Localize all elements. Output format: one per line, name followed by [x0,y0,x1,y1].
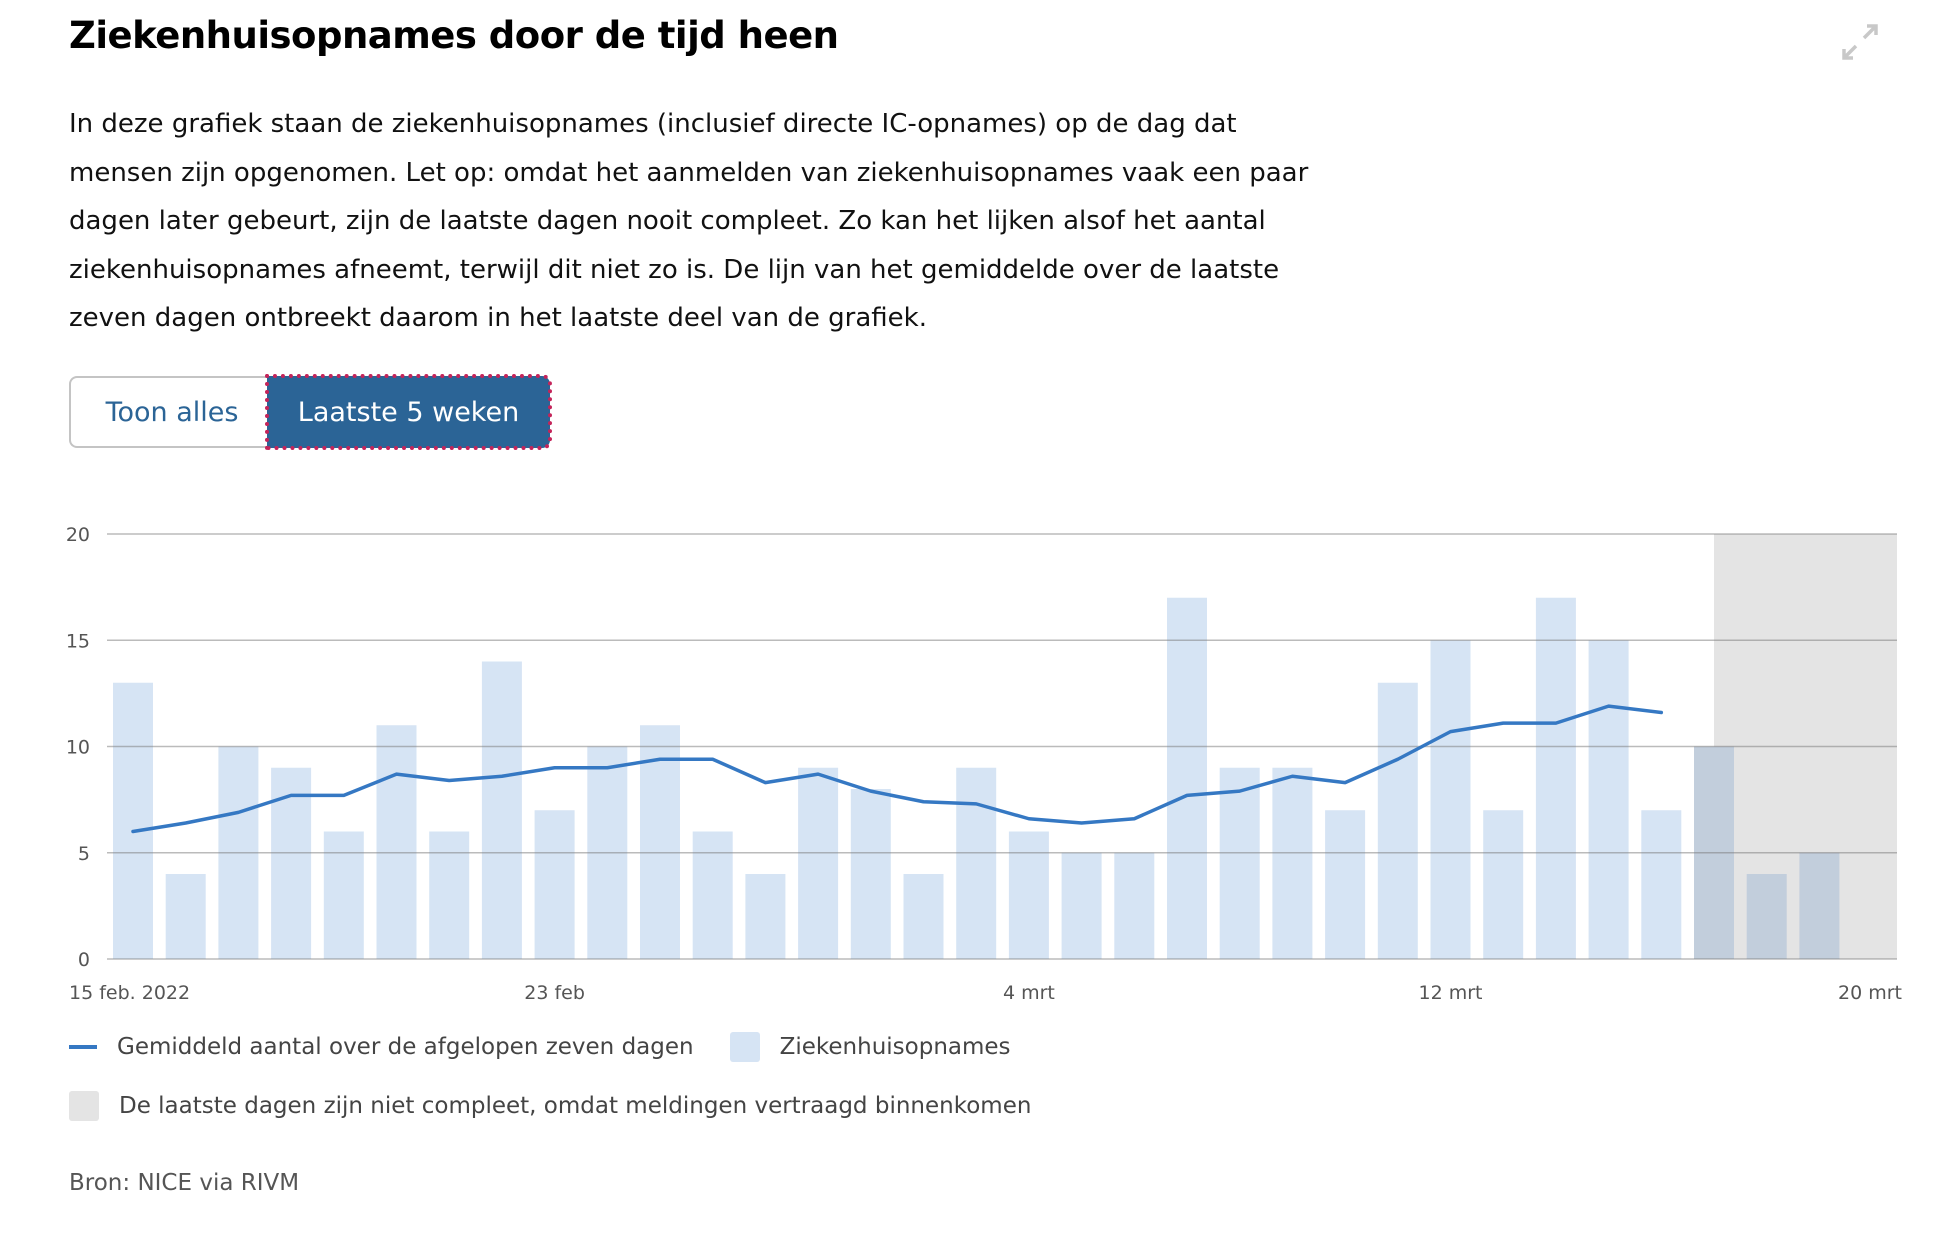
chart-description: In deze grafiek staan de ziekenhuisopnam… [69,109,1309,334]
bar [323,831,364,959]
bar [640,725,680,959]
legend-incomplete-swatch [69,1091,99,1121]
chart-title: Ziekenhuisopnames door de tijd heen [69,14,839,57]
legend-bar-swatch [729,1032,760,1062]
average-line [131,704,1664,834]
bar [1799,852,1840,959]
bar [1430,640,1471,959]
bar [1535,597,1576,959]
legend-line-swatch [69,1045,97,1049]
bar [850,789,891,959]
bar [165,874,206,959]
bar [1167,597,1207,959]
bar [956,767,997,959]
bar [1061,852,1102,959]
bar [1008,831,1049,959]
source-note: Bron: NICE via RIVM [69,1170,300,1196]
legend-label-admissions: Ziekenhuisopnames [779,1034,1011,1060]
bar [745,874,786,959]
legend-label-incomplete: De laatste dagen zijn niet compleet, omd… [119,1093,1032,1119]
bar [376,725,417,959]
bar [1325,810,1366,959]
x-tick-label: 4 mrt [1003,982,1055,1004]
bar [534,810,575,959]
bar [903,874,944,959]
bar [1746,874,1787,959]
x-tick-label: 15 feb. 2022 [69,982,190,1004]
bar [429,831,470,959]
legend-label-average: Gemiddeld aantal over de afgelopen zeven… [117,1034,694,1060]
x-tick-label: 23 feb [524,982,585,1004]
x-tick-label: 20 mrt [1838,982,1902,1004]
last-5-weeks-button[interactable]: Laatste 5 weken [265,374,552,450]
y-tick-label: 10 [66,737,90,759]
bar [1588,640,1629,959]
y-tick-label: 20 [66,524,90,546]
bar [1641,810,1682,959]
expand-icon[interactable] [1840,22,1880,62]
bar [113,682,153,959]
x-tick-label: 12 mrt [1419,982,1483,1004]
show-all-button[interactable]: Toon alles [69,376,273,448]
bar [798,767,839,959]
bar [1114,852,1155,959]
y-tick-label: 0 [78,949,90,971]
y-tick-label: 5 [78,843,90,865]
legend-row-2: De laatste dagen zijn niet compleet, omd… [69,1091,1031,1121]
bar [1483,810,1524,959]
legend-row-1: Gemiddeld aantal over de afgelopen zeven… [69,1032,1011,1062]
bar [1219,767,1260,959]
bar [481,661,522,959]
bar [692,831,733,959]
chart: 0 5 10 15 20 15 feb. 2022 23 feb 4 mrt 12 mrt 20 … [66,524,1902,1004]
y-tick-label: 15 [66,630,90,652]
bar [1272,767,1313,959]
bar [1377,682,1418,959]
